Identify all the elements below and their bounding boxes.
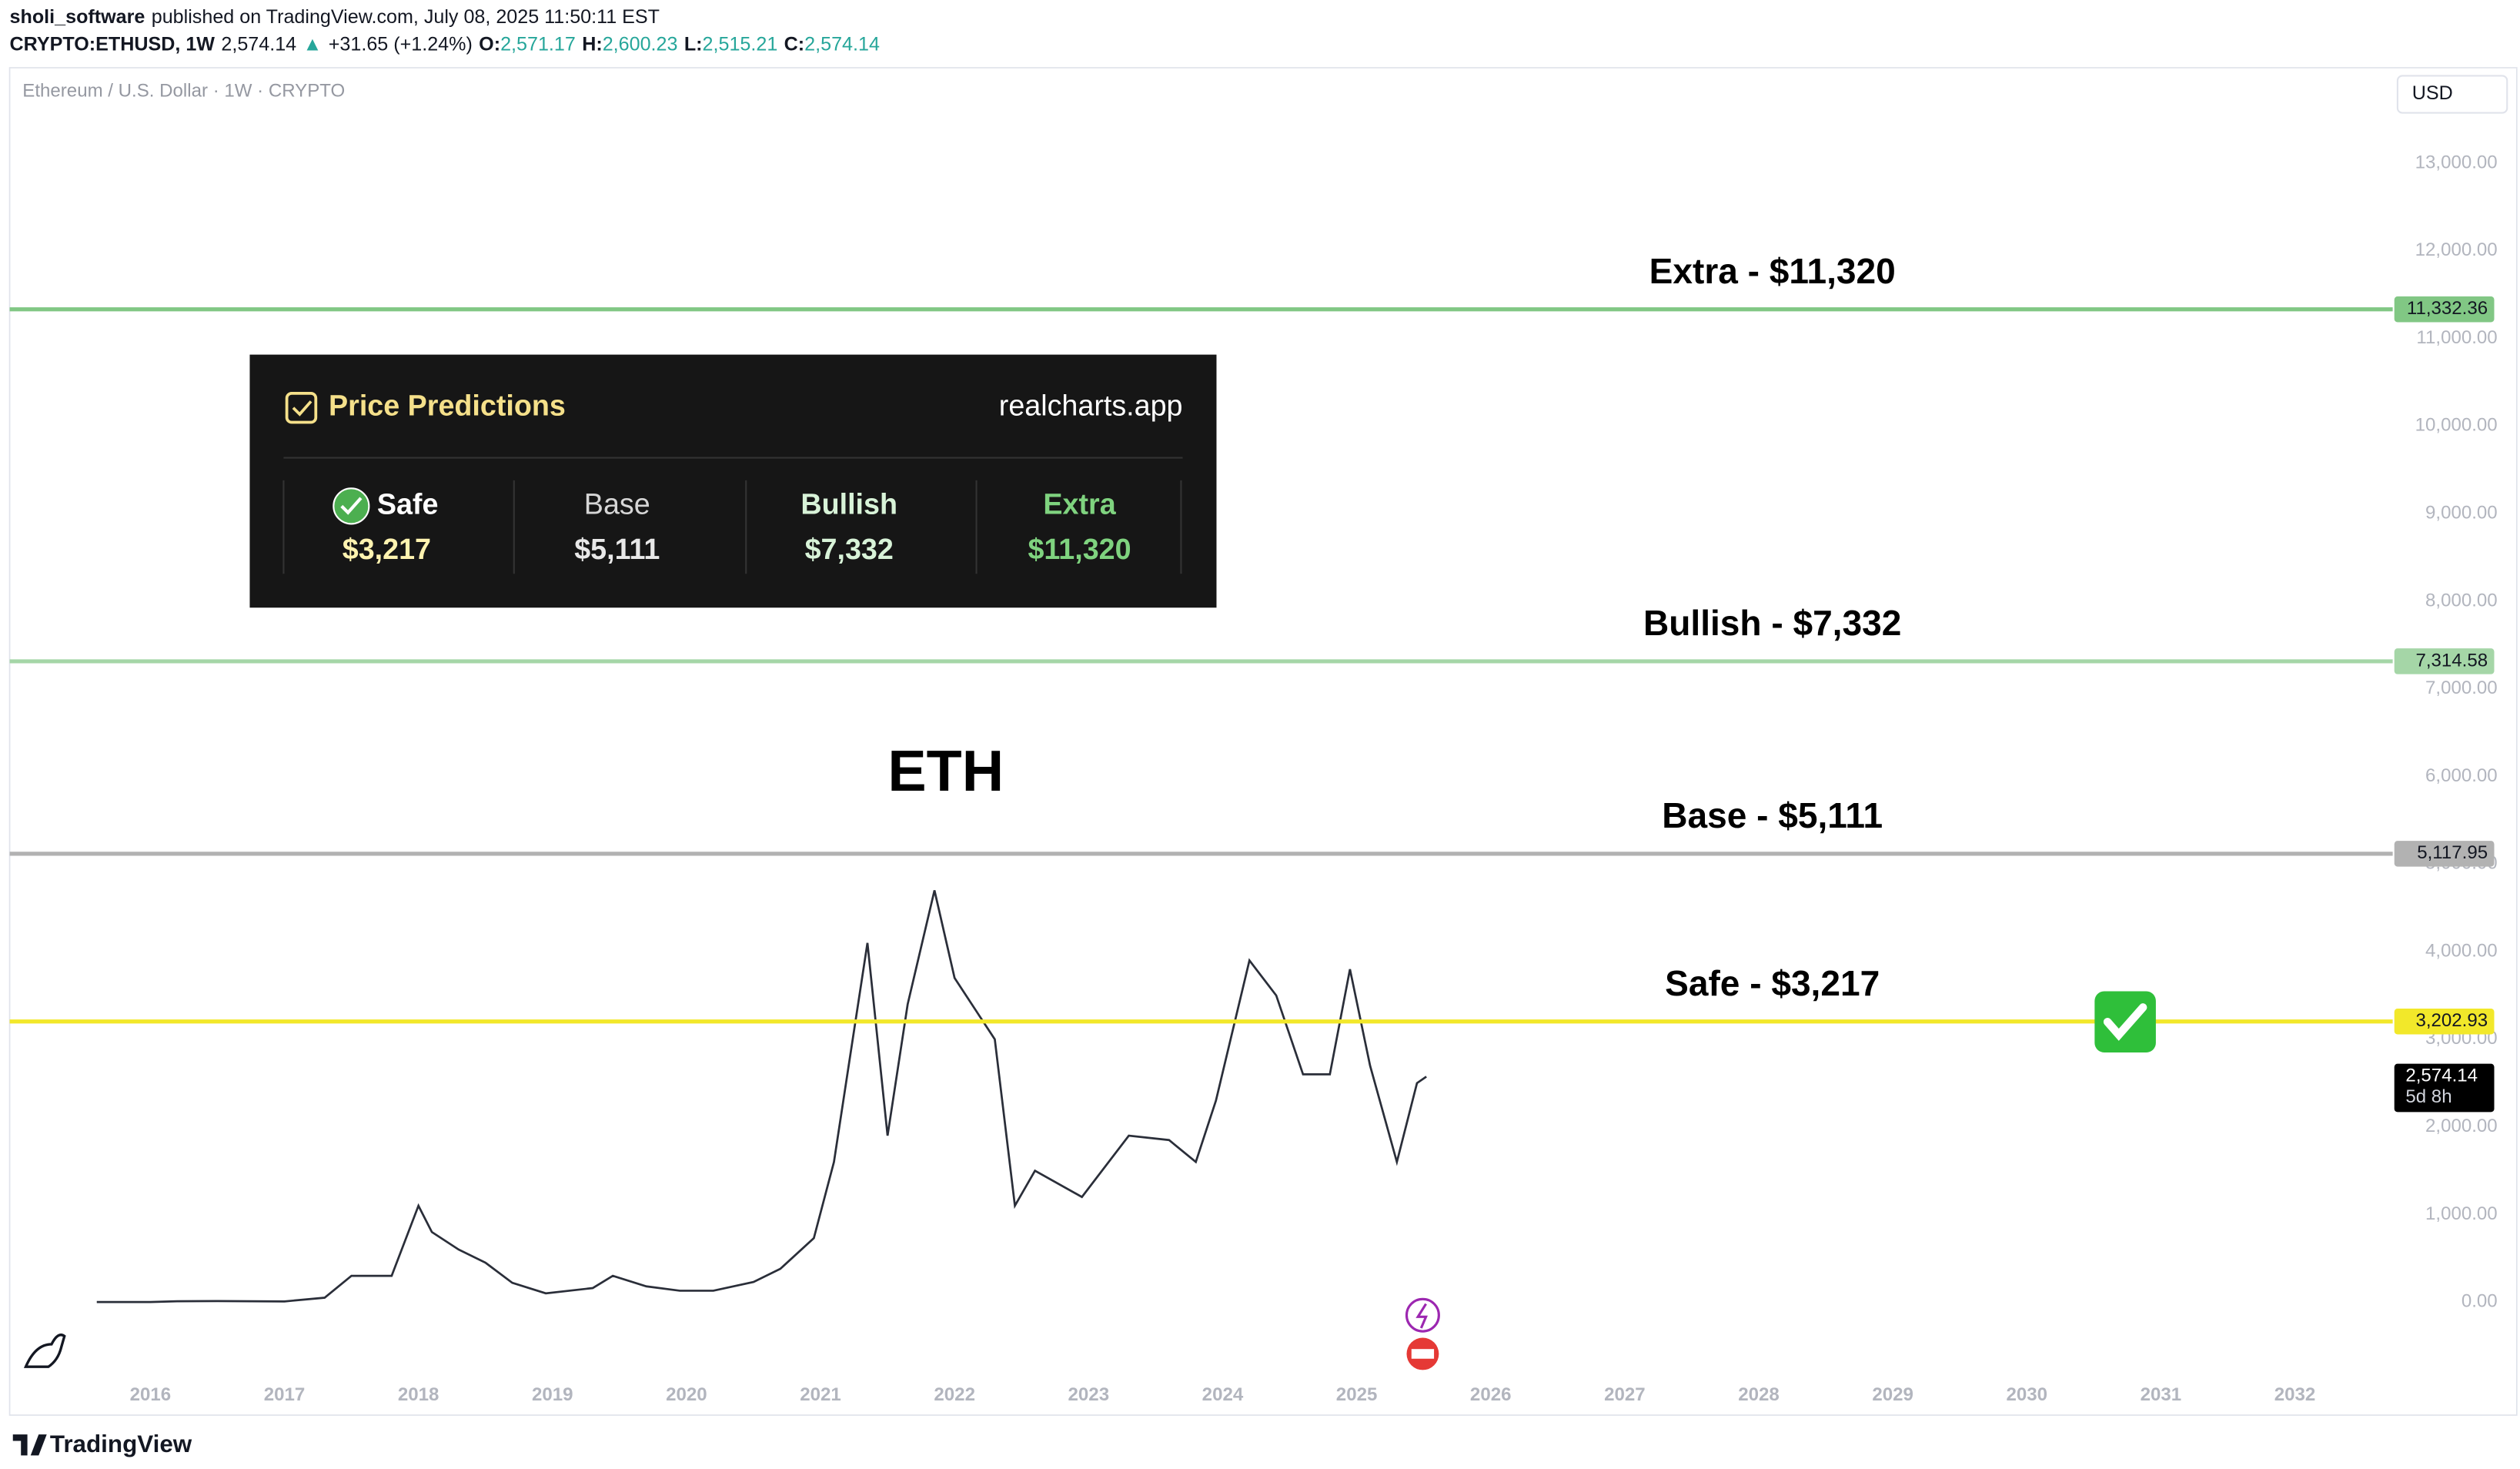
level-annotation: Base - $5,111 (1662, 795, 1883, 835)
level-value-label: 11,332.36 (2407, 298, 2488, 319)
level-annotation: Extra - $11,320 (1649, 251, 1896, 291)
y-tick-label: 11,000.00 (2416, 327, 2497, 348)
plot: 0.001,000.002,000.003,000.004,000.005,00… (9, 152, 2498, 1405)
x-tick-label: 2030 (2006, 1384, 2047, 1405)
last-price-badge (2394, 1063, 2495, 1113)
panel-price: $7,332 (805, 533, 894, 565)
countdown: 5d 8h (2405, 1086, 2451, 1107)
header-text: +31.65 (+1.24%) (329, 33, 473, 55)
x-tick-label: 2018 (398, 1384, 439, 1405)
brand-name: TradingView (50, 1431, 192, 1457)
y-tick-label: 10,000.00 (2415, 415, 2498, 436)
level-annotation: Safe - $3,217 (1665, 963, 1880, 1003)
brand: TradingView (12, 1431, 192, 1457)
header: sholi_software published on TradingView.c… (10, 6, 880, 55)
y-tick-label: 4,000.00 (2425, 940, 2498, 961)
dino-icon[interactable] (23, 1333, 66, 1368)
x-tick-label: 2026 (1470, 1384, 1512, 1405)
panel-title: Price Predictions (329, 390, 566, 422)
panel-price: $11,320 (1028, 533, 1131, 565)
x-tick-label: 2027 (1604, 1384, 1646, 1405)
panel-price: $5,111 (574, 533, 660, 565)
header-text: C: (784, 33, 804, 55)
header-text: 2,574.14 (804, 33, 880, 55)
x-tick-label: 2019 (532, 1384, 573, 1405)
level-value-label: 3,202.93 (2415, 1010, 2488, 1031)
header-text: CRYPTO:ETHUSD, 1W (10, 33, 216, 55)
x-tick-label: 2016 (130, 1384, 172, 1405)
x-tick-label: 2025 (1336, 1384, 1378, 1405)
symbol-line: CRYPTO:ETHUSD, 1W 2,574.14 ▲ +31.65 (+1.24%… (10, 33, 880, 55)
y-tick-label: 12,000.00 (2415, 239, 2498, 260)
y-tick-label: 6,000.00 (2425, 765, 2498, 786)
y-tick-label: 7,000.00 (2425, 678, 2498, 698)
legend-text: Ethereum / U.S. Dollar · 1W · CRYPTO (22, 81, 345, 102)
level-badge (2394, 1009, 2495, 1035)
x-tick-label: 2020 (666, 1384, 707, 1405)
header-text: ▲ (303, 33, 323, 55)
x-tick-label: 2021 (800, 1384, 841, 1405)
header-text: O: (479, 33, 500, 55)
event-icons (1405, 1297, 1440, 1370)
publisher-line: sholi_software published on TradingView.c… (10, 6, 660, 28)
header-text: H: (582, 33, 602, 55)
level-badge (2394, 648, 2495, 674)
level-annotation: Bullish - $7,332 (1643, 603, 1901, 643)
price-line (96, 890, 1427, 1303)
chart-frame (8, 67, 2518, 1416)
chart-title: ETH (887, 738, 1004, 803)
header-text: 2,574.14 (221, 33, 296, 55)
y-tick-label: 2,000.00 (2425, 1116, 2498, 1136)
level-value-label: 7,314.58 (2415, 650, 2488, 671)
x-tick-label: 2032 (2274, 1384, 2316, 1405)
header-text: 2,571.17 (500, 33, 576, 55)
x-tick-label: 2022 (934, 1384, 975, 1405)
panel-name: Bullish (800, 487, 897, 520)
x-tick-label: 2031 (2141, 1384, 2182, 1405)
panel-name: Base (584, 487, 650, 520)
panel-site: realcharts.app (999, 390, 1183, 422)
x-tick-label: 2028 (1738, 1384, 1780, 1405)
level-value-label: 5,117.95 (2417, 842, 2488, 863)
currency: USD (2412, 82, 2453, 104)
header-text: 2,600.23 (603, 33, 678, 55)
header-text: L: (684, 33, 703, 55)
y-tick-label: 13,000.00 (2415, 152, 2498, 172)
header-text: 2,515.21 (703, 33, 778, 55)
x-tick-label: 2024 (1202, 1384, 1244, 1405)
check-emoji (2094, 991, 2156, 1053)
y-tick-label: 1,000.00 (2425, 1203, 2498, 1224)
x-tick-label: 2017 (264, 1384, 306, 1405)
panel: Price Predictions realcharts.app Safe $3,… (249, 354, 1217, 608)
header-text: published on TradingView.com, July 08, 2… (152, 6, 660, 28)
level-badge (2394, 841, 2495, 867)
header-text: sholi_software (10, 6, 145, 28)
currency-box[interactable] (2396, 75, 2508, 114)
y-tick-label: 9,000.00 (2425, 503, 2498, 524)
x-tick-label: 2023 (1068, 1384, 1110, 1405)
last-price-label: 2,574.14 (2405, 1066, 2478, 1086)
level-badge (2394, 296, 2495, 323)
panel-name: Safe (377, 487, 439, 520)
panel-price: $3,217 (343, 533, 431, 565)
y-tick-label: 8,000.00 (2425, 590, 2498, 611)
x-tick-label: 2029 (1872, 1384, 1913, 1405)
y-tick-label: 0.00 (2462, 1291, 2498, 1312)
panel-name: Extra (1043, 487, 1116, 520)
